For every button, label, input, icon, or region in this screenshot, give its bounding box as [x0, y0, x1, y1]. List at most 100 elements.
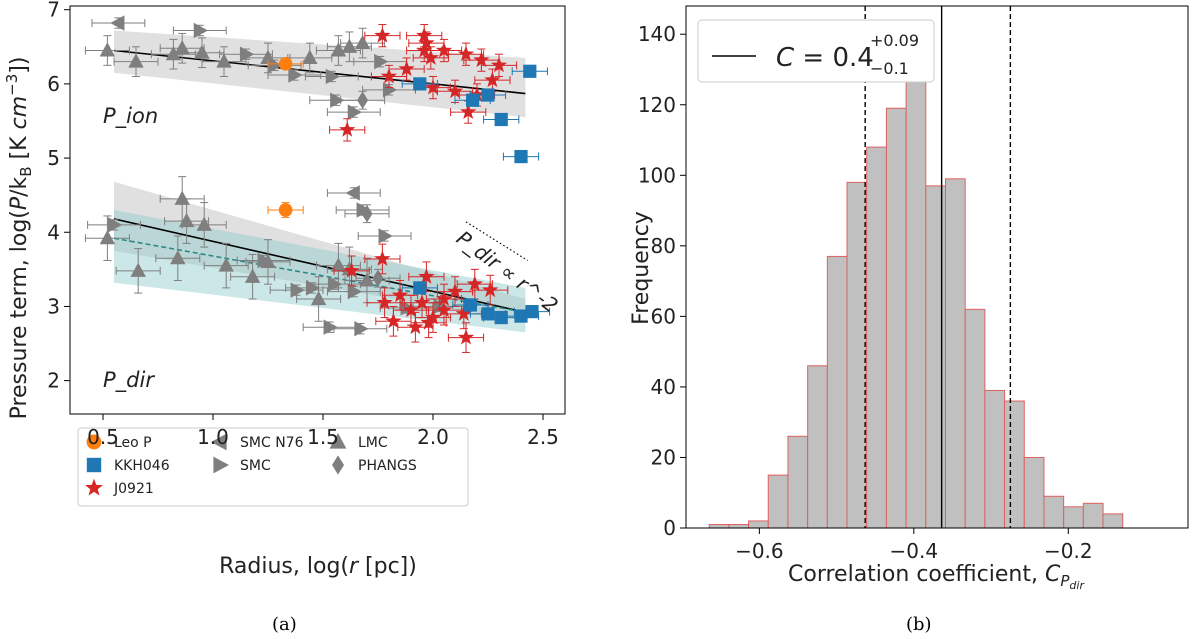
- histogram-bar: [767, 474, 789, 528]
- x-tick-label: −0.6: [735, 539, 784, 563]
- y-tick-label: 60: [651, 304, 676, 328]
- point-j0921-1: [406, 24, 443, 48]
- legend-label-smc-n76: SMC N76: [240, 435, 304, 451]
- marker-j0921: [420, 314, 437, 330]
- marker-smc: [268, 57, 283, 74]
- legend-sup: +0.09: [870, 31, 919, 50]
- histogram-bar: [787, 435, 809, 528]
- point-j0921-32: [375, 305, 412, 337]
- marker-j0921: [398, 60, 415, 76]
- y-tick-label: 6: [47, 72, 60, 96]
- marker-j0921: [422, 49, 439, 65]
- marker-smc: [193, 22, 209, 39]
- histogram-bar: [866, 146, 887, 528]
- y-tick-label: 4: [47, 220, 60, 244]
- point-j0921-29: [410, 307, 447, 339]
- marker-lmc: [99, 229, 116, 245]
- point-smc-17: [333, 320, 388, 337]
- point-smc-16: [302, 319, 357, 335]
- histogram-bar: [1102, 513, 1124, 528]
- point-smc-n76-1: [326, 185, 381, 201]
- legend-marker-kkh046: [86, 457, 102, 473]
- histogram-bar: [885, 107, 907, 528]
- histogram-bar: [728, 523, 750, 528]
- point-j0921-17: [364, 243, 401, 275]
- marker-lmc: [128, 53, 144, 68]
- caption-b: (b): [906, 614, 932, 635]
- marker-j0921: [484, 71, 501, 88]
- point-smc-8: [326, 104, 381, 120]
- histogram-bar: [964, 308, 986, 528]
- marker-lmc: [218, 257, 234, 272]
- marker-smc: [378, 228, 393, 244]
- marker-lmc: [174, 40, 190, 55]
- histogram-bar: [1082, 502, 1104, 528]
- marker-j0921: [391, 286, 409, 303]
- marker-lmc: [302, 49, 318, 64]
- marker-j0921: [374, 27, 391, 43]
- marker-j0921: [455, 305, 472, 321]
- point-kkh046-3: [469, 88, 507, 102]
- marker-kkh046: [494, 310, 508, 325]
- marker-j0921: [418, 268, 435, 284]
- marker-kkh046: [525, 305, 539, 319]
- panel-b-xlabel: Correlation coefficient, CPdir: [788, 562, 1085, 592]
- legend-label-leo-p: Leo P: [114, 435, 152, 451]
- caption-a: (a): [272, 614, 297, 635]
- point-kkh046-0: [511, 64, 548, 78]
- point-kkh046-1: [401, 77, 438, 91]
- x-tick-label: 0.5: [87, 425, 119, 449]
- marker-lmc: [196, 216, 212, 231]
- marker-j0921: [435, 301, 453, 318]
- svg-text:C = 0.4: C = 0.4: [776, 43, 874, 73]
- marker-smc: [382, 82, 398, 98]
- point-leo-p-0: [267, 57, 304, 71]
- x-tick-label: −0.4: [890, 539, 939, 563]
- point-smc-3: [267, 67, 322, 83]
- x-tick-label: 2.5: [527, 425, 559, 449]
- marker-lmc: [341, 38, 358, 53]
- marker-lmc: [216, 53, 232, 68]
- histogram-bar: [708, 523, 730, 528]
- y-tick-label: 0: [663, 516, 676, 540]
- marker-lmc: [354, 34, 371, 50]
- marker-kkh046: [481, 88, 495, 102]
- point-j0921-18: [333, 255, 370, 287]
- y-tick-label: 20: [651, 445, 676, 469]
- point-lmc-14: [159, 176, 205, 222]
- marker-smc: [257, 252, 272, 269]
- histogram-bar: [1023, 456, 1045, 528]
- y-tick-label: 5: [47, 146, 60, 170]
- marker-j0921: [407, 318, 424, 335]
- marker-kkh046: [514, 149, 528, 164]
- point-j0921-21: [366, 287, 403, 319]
- marker-smc: [107, 217, 123, 233]
- point-lmc-17: [203, 242, 249, 289]
- marker-j0921: [446, 283, 464, 299]
- marker-j0921: [457, 329, 475, 345]
- marker-smc: [327, 276, 343, 292]
- legend-sub: −0.1: [870, 59, 909, 78]
- panel-a-legend: Leo P KKH046 J0921 SMC N76 SMC LMC PHANGS: [77, 427, 469, 507]
- marker-smc: [354, 320, 369, 337]
- marker-j0921: [490, 56, 508, 73]
- x-tick-label: −0.2: [1044, 539, 1093, 563]
- histogram-bar: [905, 30, 927, 528]
- point-smc-4: [304, 68, 359, 85]
- marker-j0921: [413, 294, 431, 310]
- marker-kkh046: [514, 309, 528, 323]
- y-tick-label: 2: [47, 369, 60, 393]
- y-tick-label: 140: [638, 22, 676, 46]
- legend-marker-phangs: [332, 455, 344, 475]
- point-kkh046-11: [513, 305, 551, 319]
- point-kkh046-4: [483, 112, 520, 127]
- point-lmc-12: [115, 248, 161, 294]
- point-j0921-33: [447, 322, 485, 353]
- series-leo-p: [267, 57, 304, 218]
- x-tick-label: 1.0: [197, 425, 229, 449]
- marker-kkh046: [463, 298, 477, 312]
- marker-j0921: [402, 301, 420, 318]
- y-tick-label: 7: [47, 0, 60, 22]
- point-smc-10: [357, 228, 412, 244]
- legend-marker-leo-p: [86, 434, 102, 450]
